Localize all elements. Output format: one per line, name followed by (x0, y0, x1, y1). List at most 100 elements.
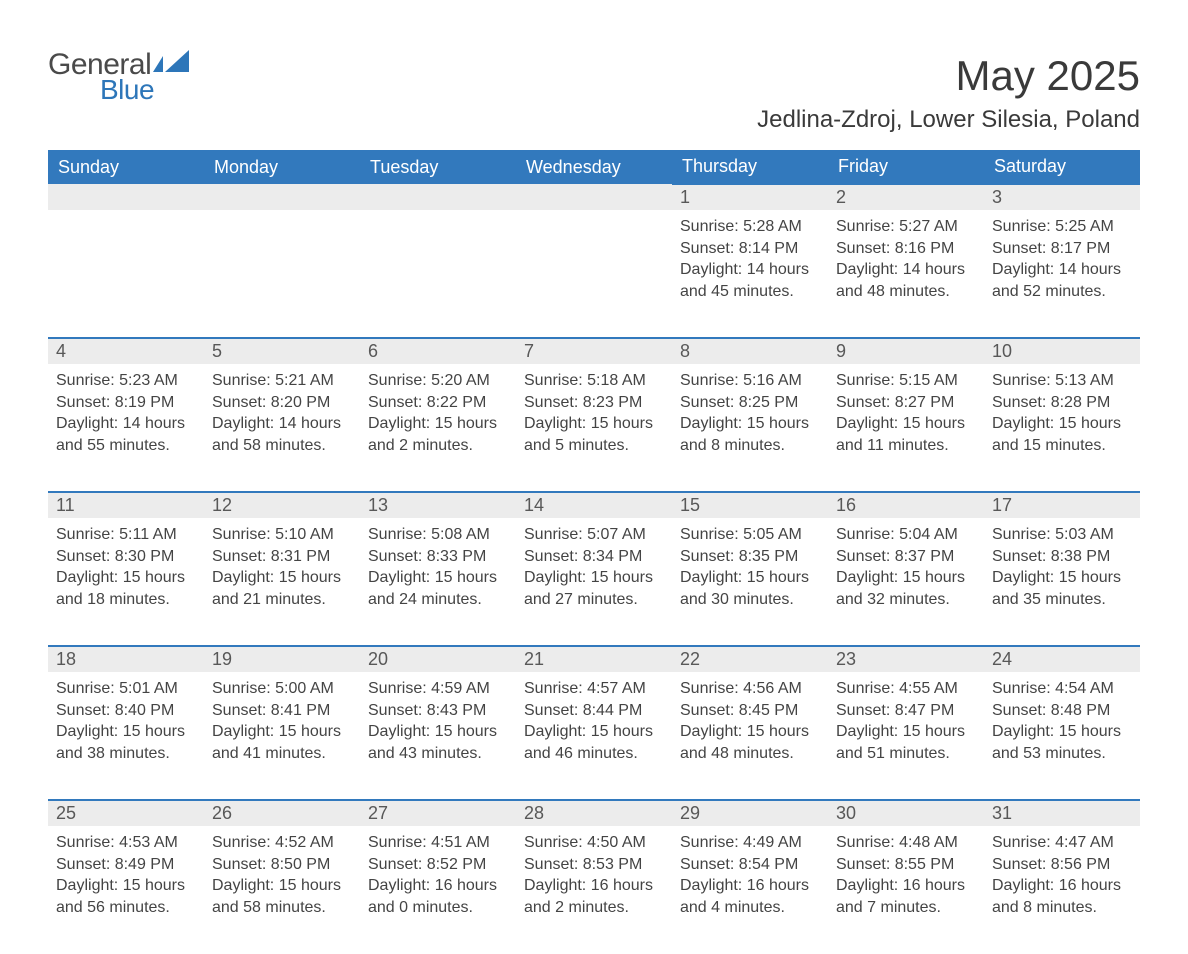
day-31-sunrise: Sunrise: 4:47 AM (992, 832, 1132, 854)
day-30-sunrise: Sunrise: 4:48 AM (836, 832, 976, 854)
day-27-cell: Sunrise: 4:51 AMSunset: 8:52 PMDaylight:… (360, 826, 516, 954)
day-18-number: 18 (48, 646, 204, 672)
day-11-sunrise: Sunrise: 5:11 AM (56, 524, 196, 546)
day-13-sunrise: Sunrise: 5:08 AM (368, 524, 508, 546)
day-9-number: 9 (828, 338, 984, 364)
empty-daynum-cell (204, 184, 360, 210)
brand-blue-text: Blue (100, 78, 189, 102)
day-5-number: 5 (204, 338, 360, 364)
empty-daynum-cell (48, 184, 204, 210)
day-21-cell: Sunrise: 4:57 AMSunset: 8:44 PMDaylight:… (516, 672, 672, 800)
day-30-cell: Sunrise: 4:48 AMSunset: 8:55 PMDaylight:… (828, 826, 984, 954)
day-17-sunrise: Sunrise: 5:03 AM (992, 524, 1132, 546)
day-10-daylight: Daylight: 15 hours and 15 minutes. (992, 413, 1132, 456)
day-14-cell: Sunrise: 5:07 AMSunset: 8:34 PMDaylight:… (516, 518, 672, 646)
day-7-sunrise: Sunrise: 5:18 AM (524, 370, 664, 392)
day-3-daylight: Daylight: 14 hours and 52 minutes. (992, 259, 1132, 302)
day-24-cell: Sunrise: 4:54 AMSunset: 8:48 PMDaylight:… (984, 672, 1140, 800)
day-16-cell: Sunrise: 5:04 AMSunset: 8:37 PMDaylight:… (828, 518, 984, 646)
brand-flag-icon (153, 50, 189, 76)
day-31-cell: Sunrise: 4:47 AMSunset: 8:56 PMDaylight:… (984, 826, 1140, 954)
day-3-cell: Sunrise: 5:25 AMSunset: 8:17 PMDaylight:… (984, 210, 1140, 338)
day-17-daylight: Daylight: 15 hours and 35 minutes. (992, 567, 1132, 610)
day-20-daylight: Daylight: 15 hours and 43 minutes. (368, 721, 508, 764)
weekday-thursday: Thursday (672, 150, 828, 184)
day-29-daylight: Daylight: 16 hours and 4 minutes. (680, 875, 820, 918)
day-11-sunset: Sunset: 8:30 PM (56, 546, 196, 568)
week-1-daynum-row: 123 (48, 184, 1140, 210)
day-2-sunset: Sunset: 8:16 PM (836, 238, 976, 260)
day-21-daylight: Daylight: 15 hours and 46 minutes. (524, 721, 664, 764)
day-26-cell: Sunrise: 4:52 AMSunset: 8:50 PMDaylight:… (204, 826, 360, 954)
day-3-sunset: Sunset: 8:17 PM (992, 238, 1132, 260)
brand-logo: General Blue (48, 50, 189, 101)
day-26-sunset: Sunset: 8:50 PM (212, 854, 352, 876)
day-9-sunrise: Sunrise: 5:15 AM (836, 370, 976, 392)
day-4-sunrise: Sunrise: 5:23 AM (56, 370, 196, 392)
day-8-daylight: Daylight: 15 hours and 8 minutes. (680, 413, 820, 456)
day-13-sunset: Sunset: 8:33 PM (368, 546, 508, 568)
day-29-sunrise: Sunrise: 4:49 AM (680, 832, 820, 854)
day-31-daylight: Daylight: 16 hours and 8 minutes. (992, 875, 1132, 918)
day-23-sunset: Sunset: 8:47 PM (836, 700, 976, 722)
day-7-sunset: Sunset: 8:23 PM (524, 392, 664, 414)
day-13-cell: Sunrise: 5:08 AMSunset: 8:33 PMDaylight:… (360, 518, 516, 646)
day-8-cell: Sunrise: 5:16 AMSunset: 8:25 PMDaylight:… (672, 364, 828, 492)
day-5-daylight: Daylight: 14 hours and 58 minutes. (212, 413, 352, 456)
day-4-cell: Sunrise: 5:23 AMSunset: 8:19 PMDaylight:… (48, 364, 204, 492)
day-9-daylight: Daylight: 15 hours and 11 minutes. (836, 413, 976, 456)
empty-content-cell (48, 210, 204, 338)
day-19-cell: Sunrise: 5:00 AMSunset: 8:41 PMDaylight:… (204, 672, 360, 800)
day-19-number: 19 (204, 646, 360, 672)
day-19-sunrise: Sunrise: 5:00 AM (212, 678, 352, 700)
day-7-number: 7 (516, 338, 672, 364)
day-17-cell: Sunrise: 5:03 AMSunset: 8:38 PMDaylight:… (984, 518, 1140, 646)
day-28-cell: Sunrise: 4:50 AMSunset: 8:53 PMDaylight:… (516, 826, 672, 954)
day-21-number: 21 (516, 646, 672, 672)
weekday-saturday: Saturday (984, 150, 1140, 184)
day-28-daylight: Daylight: 16 hours and 2 minutes. (524, 875, 664, 918)
day-5-sunset: Sunset: 8:20 PM (212, 392, 352, 414)
day-21-sunset: Sunset: 8:44 PM (524, 700, 664, 722)
weekday-friday: Friday (828, 150, 984, 184)
day-12-daylight: Daylight: 15 hours and 21 minutes. (212, 567, 352, 610)
page-title: May 2025 (757, 52, 1140, 100)
day-6-number: 6 (360, 338, 516, 364)
day-3-number: 3 (984, 184, 1140, 210)
day-25-sunset: Sunset: 8:49 PM (56, 854, 196, 876)
day-17-sunset: Sunset: 8:38 PM (992, 546, 1132, 568)
day-23-daylight: Daylight: 15 hours and 51 minutes. (836, 721, 976, 764)
week-5-daynum-row: 25262728293031 (48, 800, 1140, 826)
empty-content-cell (204, 210, 360, 338)
day-20-cell: Sunrise: 4:59 AMSunset: 8:43 PMDaylight:… (360, 672, 516, 800)
day-28-sunset: Sunset: 8:53 PM (524, 854, 664, 876)
location-subtitle: Jedlina-Zdroj, Lower Silesia, Poland (757, 106, 1140, 134)
empty-daynum-cell (360, 184, 516, 210)
day-2-number: 2 (828, 184, 984, 210)
day-30-number: 30 (828, 800, 984, 826)
day-27-sunset: Sunset: 8:52 PM (368, 854, 508, 876)
day-3-sunrise: Sunrise: 5:25 AM (992, 216, 1132, 238)
day-1-daylight: Daylight: 14 hours and 45 minutes. (680, 259, 820, 302)
day-6-cell: Sunrise: 5:20 AMSunset: 8:22 PMDaylight:… (360, 364, 516, 492)
day-7-daylight: Daylight: 15 hours and 5 minutes. (524, 413, 664, 456)
day-4-daylight: Daylight: 14 hours and 55 minutes. (56, 413, 196, 456)
day-1-sunset: Sunset: 8:14 PM (680, 238, 820, 260)
day-4-sunset: Sunset: 8:19 PM (56, 392, 196, 414)
day-21-sunrise: Sunrise: 4:57 AM (524, 678, 664, 700)
weekday-wednesday: Wednesday (516, 150, 672, 184)
day-27-number: 27 (360, 800, 516, 826)
day-31-sunset: Sunset: 8:56 PM (992, 854, 1132, 876)
day-19-sunset: Sunset: 8:41 PM (212, 700, 352, 722)
day-15-number: 15 (672, 492, 828, 518)
day-16-sunset: Sunset: 8:37 PM (836, 546, 976, 568)
day-11-daylight: Daylight: 15 hours and 18 minutes. (56, 567, 196, 610)
day-17-number: 17 (984, 492, 1140, 518)
week-2-content-row: Sunrise: 5:23 AMSunset: 8:19 PMDaylight:… (48, 364, 1140, 492)
day-14-number: 14 (516, 492, 672, 518)
day-24-sunset: Sunset: 8:48 PM (992, 700, 1132, 722)
day-9-cell: Sunrise: 5:15 AMSunset: 8:27 PMDaylight:… (828, 364, 984, 492)
day-16-number: 16 (828, 492, 984, 518)
day-8-sunrise: Sunrise: 5:16 AM (680, 370, 820, 392)
day-2-sunrise: Sunrise: 5:27 AM (836, 216, 976, 238)
